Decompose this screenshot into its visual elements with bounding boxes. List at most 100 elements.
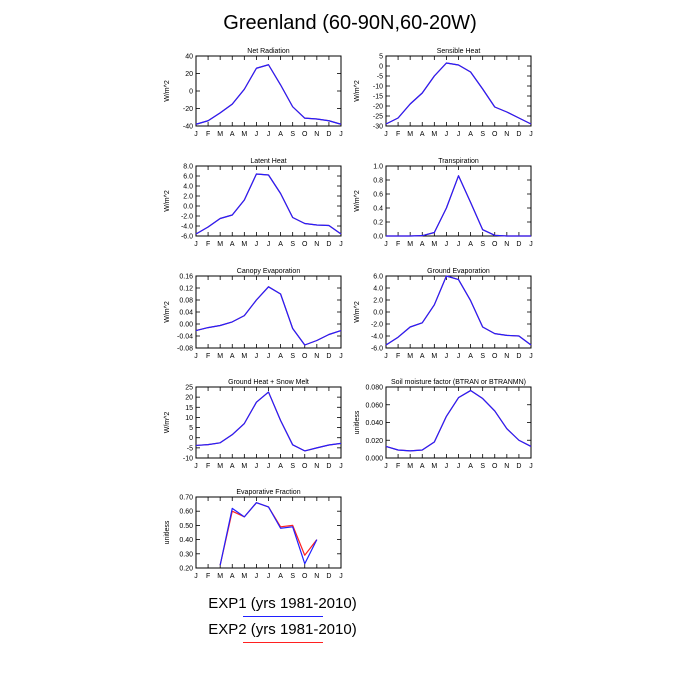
x-tick-label: F (396, 131, 400, 138)
chart-title: Canopy Evaporation (237, 268, 301, 275)
series-line-exp1 (386, 175, 531, 237)
x-tick-label: S (480, 241, 485, 248)
chart-title: Transpiration (438, 158, 479, 165)
x-tick-label: J (194, 241, 198, 248)
series-line-exp1 (385, 389, 532, 452)
x-tick-label: N (314, 131, 319, 138)
x-tick-label: M (241, 241, 247, 248)
y-tick-label: 0 (189, 435, 193, 442)
y-tick-label: 2.0 (373, 298, 383, 305)
y-tick-label: -6.0 (371, 346, 383, 353)
x-tick-label: F (206, 463, 210, 470)
y-tick-label: 0.0 (373, 234, 383, 241)
x-tick-label: N (504, 353, 509, 360)
x-tick-label: J (529, 353, 533, 360)
series-line-exp2 (195, 286, 342, 346)
x-tick-label: N (504, 463, 509, 470)
y-axis-label: W/m^2 (164, 301, 171, 323)
x-tick-label: A (468, 131, 473, 138)
x-tick-label: M (241, 463, 247, 470)
y-tick-label: 0.6 (373, 192, 383, 199)
x-tick-label: J (457, 353, 461, 360)
y-tick-label: -6.0 (181, 234, 193, 241)
x-tick-label: O (492, 241, 498, 248)
x-tick-label: M (431, 463, 437, 470)
x-tick-label: J (255, 573, 259, 580)
plot-frame (195, 55, 342, 127)
y-tick-label: 4.0 (373, 286, 383, 293)
y-tick-label: -5 (187, 445, 193, 452)
x-tick-label: D (326, 463, 331, 470)
x-tick-label: J (339, 573, 343, 580)
x-tick-label: F (396, 241, 400, 248)
legend-entry-exp1: EXP1 (yrs 1981-2010) (208, 595, 357, 612)
x-tick-label: S (480, 131, 485, 138)
x-tick-label: O (302, 131, 308, 138)
y-tick-label: 0.30 (179, 551, 193, 558)
x-tick-label: A (468, 353, 473, 360)
x-tick-label: N (314, 573, 319, 580)
series-line-exp1 (385, 62, 532, 125)
x-tick-label: J (445, 353, 449, 360)
x-tick-label: M (241, 131, 247, 138)
series-line-exp2 (385, 389, 532, 452)
x-tick-label: J (384, 131, 388, 138)
y-tick-label: 0.000 (365, 456, 383, 463)
x-tick-label: A (230, 241, 235, 248)
x-tick-label: A (278, 463, 283, 470)
y-tick-label: 15 (185, 405, 193, 412)
x-tick-label: M (431, 241, 437, 248)
y-axis-label: W/m^2 (164, 190, 171, 212)
y-tick-label: 0.00 (179, 322, 193, 329)
y-tick-label: -25 (373, 114, 383, 121)
x-tick-label: O (302, 463, 308, 470)
x-tick-label: M (217, 131, 223, 138)
y-tick-label: -4.0 (181, 224, 193, 231)
x-tick-label: J (267, 241, 271, 248)
x-tick-label: M (217, 353, 223, 360)
y-axis-label: W/m^2 (164, 412, 171, 434)
y-tick-label: 0.0 (183, 204, 193, 211)
y-tick-label: 0.0 (373, 310, 383, 317)
x-tick-label: S (480, 353, 485, 360)
x-tick-label: D (516, 463, 521, 470)
chart-title: Soil moisture factor (BTRAN or BTRANMN) (391, 379, 526, 386)
chart-panel-7: Soil moisture factor (BTRAN or BTRANMN) 0… (354, 379, 533, 470)
x-tick-label: M (407, 131, 413, 138)
x-tick-label: O (302, 241, 308, 248)
chart-panel-8: Evaporative Fraction 0.70 0.60 0.50 0.40 0.30… (164, 489, 343, 580)
series-line-exp2 (195, 64, 342, 125)
series-line-exp1 (219, 502, 318, 566)
series-line-exp1 (385, 275, 532, 346)
x-tick-label: D (516, 353, 521, 360)
x-tick-label: F (396, 353, 400, 360)
legend-entry-exp2: EXP2 (yrs 1981-2010) (208, 621, 357, 638)
chart-title: Ground Heat + Snow Melt (228, 379, 309, 386)
x-tick-label: M (407, 463, 413, 470)
x-tick-label: J (457, 241, 461, 248)
y-tick-label: 0.70 (179, 495, 193, 502)
x-tick-label: A (230, 131, 235, 138)
y-tick-label: -4.0 (371, 334, 383, 341)
x-tick-label: M (217, 463, 223, 470)
y-tick-label: -5 (377, 74, 383, 81)
series-line-exp1 (195, 173, 342, 235)
y-tick-label: 0.16 (179, 274, 193, 281)
x-tick-label: J (194, 131, 198, 138)
x-tick-label: N (314, 463, 319, 470)
y-tick-label: 0.40 (179, 537, 193, 544)
x-tick-label: M (217, 241, 223, 248)
series-line-exp2 (385, 62, 532, 125)
x-tick-label: S (290, 241, 295, 248)
y-tick-label: -0.08 (177, 346, 193, 353)
y-tick-label: 5 (379, 54, 383, 61)
x-tick-label: A (230, 353, 235, 360)
chart-title: Sensible Heat (437, 48, 481, 55)
y-tick-label: -30 (373, 124, 383, 131)
series-line-exp2 (385, 275, 532, 346)
x-tick-label: M (407, 353, 413, 360)
y-axis-label: W/m^2 (354, 301, 361, 323)
